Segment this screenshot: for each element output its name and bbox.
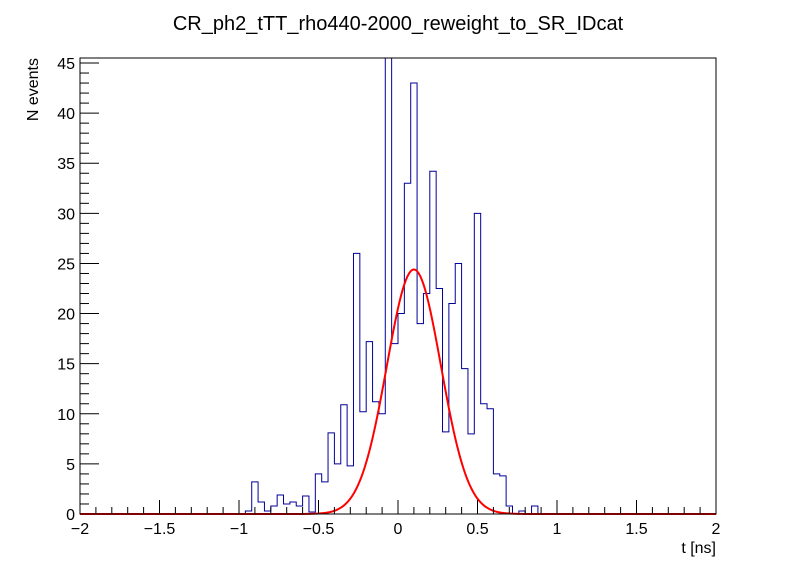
y-tick-label: 0 [66, 507, 75, 524]
x-tick-label: 0 [394, 521, 403, 538]
histogram-bin [347, 466, 353, 514]
histogram-bin [379, 414, 385, 514]
histogram-bin [296, 506, 302, 514]
histogram-bin [417, 324, 423, 514]
histogram-bin [303, 496, 309, 514]
y-axis-ticks: 0 5 10 15 20 25 30 35 40 45 [57, 56, 99, 524]
plot-background [80, 58, 716, 514]
x-tick-label: −1.5 [144, 521, 176, 538]
y-tick-label: 10 [57, 407, 75, 424]
x-tick-label: 0.5 [466, 521, 488, 538]
histogram-bin [423, 294, 429, 514]
x-tick-label: 1.5 [625, 521, 647, 538]
y-axis-label: N events [25, 58, 42, 121]
histogram-bin [385, 58, 391, 514]
histogram-bin [290, 502, 296, 514]
histogram-bin [474, 213, 480, 514]
histogram-bin [500, 476, 506, 514]
histogram-bin [277, 495, 283, 514]
y-tick-label: 20 [57, 307, 75, 324]
chart-title: CR_ph2_tTT_rho440-2000_reweight_to_SR_ID… [173, 13, 624, 35]
histogram-bin [341, 405, 347, 514]
histogram-bin [468, 434, 474, 514]
y-tick-label: 45 [57, 56, 75, 73]
histogram-bin [487, 409, 493, 514]
histogram-bin [532, 506, 538, 514]
histogram-bin [334, 464, 340, 514]
y-tick-label: 15 [57, 357, 75, 374]
x-tick-label: 2 [712, 521, 721, 538]
x-tick-label: −0.5 [303, 521, 335, 538]
histogram-bin [411, 83, 417, 514]
histogram-bin [328, 433, 334, 514]
histogram-bin [436, 289, 442, 514]
histogram-bin [392, 344, 398, 514]
y-tick-label: 30 [57, 206, 75, 223]
histogram-bin [366, 342, 372, 514]
x-axis-ticks: −2 −1.5 −1 −0.5 0 0.5 1 1.5 2 [71, 500, 721, 538]
y-tick-label: 5 [66, 457, 75, 474]
x-axis-label: t [ns] [681, 540, 716, 557]
y-tick-label: 25 [57, 256, 75, 273]
x-tick-label: 1 [553, 521, 562, 538]
histogram-bin [443, 432, 449, 514]
y-tick-label: 35 [57, 156, 75, 173]
histogram-bin [373, 402, 379, 514]
y-tick-label: 40 [57, 106, 75, 123]
x-tick-label: −1 [230, 521, 248, 538]
x-tick-label: −2 [71, 521, 89, 538]
histogram-bin [271, 506, 277, 514]
histogram-bin [462, 369, 468, 514]
histogram-bin [398, 314, 404, 514]
histogram-bin [353, 253, 359, 514]
histogram-bin [455, 263, 461, 514]
histogram-bin [481, 404, 487, 514]
histogram-bin [404, 183, 410, 514]
histogram-bin [493, 474, 499, 514]
histogram-bin [258, 502, 264, 514]
histogram-bin [430, 171, 436, 514]
histogram-bin [322, 482, 328, 514]
